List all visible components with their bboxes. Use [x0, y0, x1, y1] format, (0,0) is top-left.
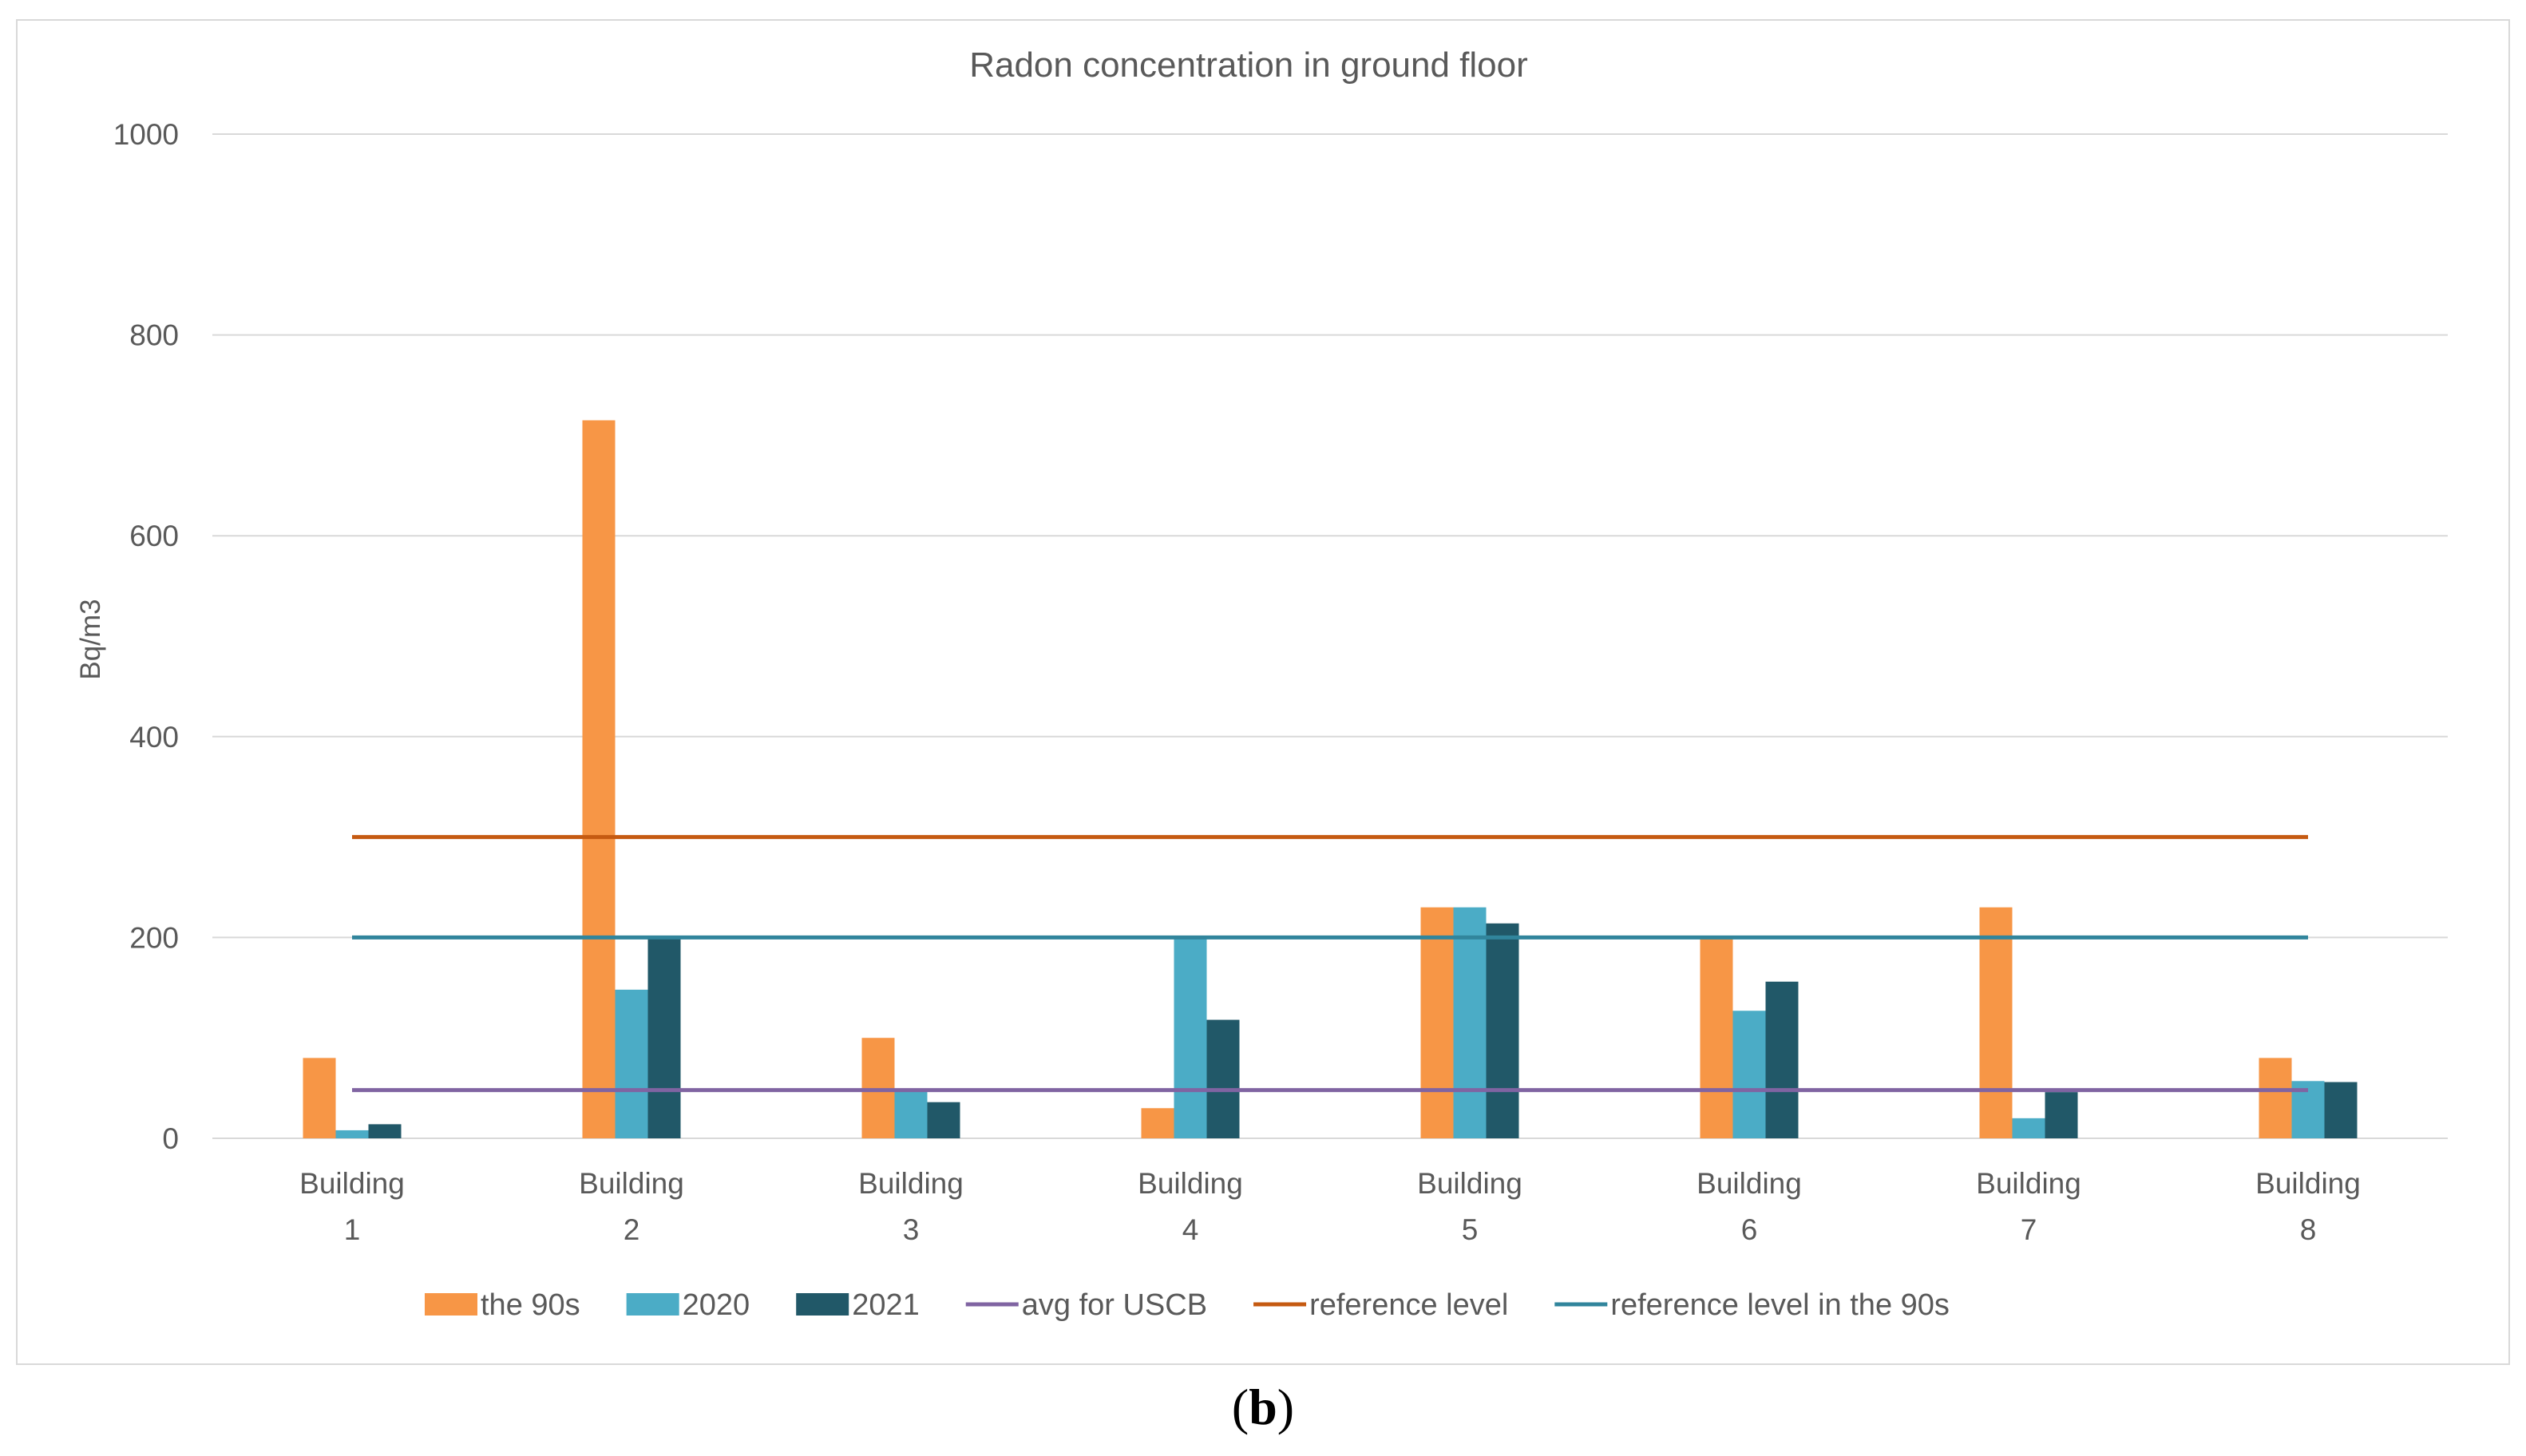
- y-tick-label: 1000: [113, 118, 179, 151]
- bar: [2259, 1058, 2292, 1138]
- bar: [1174, 937, 1207, 1138]
- label-layer: 0 200 400 600 800 1000 Building 1 Building 2 Build…: [113, 118, 2361, 1246]
- x-category-label: Building 7: [1976, 1167, 2081, 1246]
- bar: [861, 1038, 895, 1138]
- figure-caption: (b): [1231, 1379, 1295, 1435]
- x-category-label: Building 3: [858, 1167, 964, 1246]
- bar: [335, 1130, 369, 1138]
- legend-label: reference level in the 90s: [1610, 1288, 1950, 1322]
- legend-label: 2020: [683, 1288, 750, 1322]
- x-category-label: Building 1: [299, 1167, 405, 1246]
- legend-label: avg for USCB: [1022, 1288, 1207, 1322]
- legend-label: 2021: [852, 1288, 920, 1322]
- y-axis-title: Bq/m3: [75, 599, 106, 679]
- legend-swatch: [425, 1293, 477, 1316]
- bar: [2324, 1082, 2358, 1138]
- grid-layer: [212, 133, 2448, 1139]
- bar: [1765, 981, 1799, 1138]
- legend-label: the 90s: [481, 1288, 580, 1322]
- x-category-label: Building 5: [1417, 1167, 1522, 1246]
- x-category-label: Building 6: [1697, 1167, 1802, 1246]
- line-layer: [352, 835, 2308, 1093]
- bar: [368, 1124, 402, 1138]
- x-category-label: Building 8: [2255, 1167, 2361, 1246]
- bar: [1486, 923, 1519, 1138]
- bar: [894, 1090, 928, 1138]
- bar: [1206, 1019, 1240, 1138]
- y-tick-label: 800: [129, 319, 179, 352]
- y-tick-label: 600: [129, 520, 179, 552]
- legend: the 90s 2020 2021 avg for USCB reference lev…: [425, 1288, 1950, 1322]
- y-tick-label: 400: [129, 721, 179, 754]
- bar: [647, 937, 681, 1138]
- bar: [1732, 1011, 1766, 1138]
- legend-swatch: [796, 1293, 849, 1316]
- chart-title: Radon concentration in ground floor: [969, 46, 1528, 85]
- bar: [303, 1058, 336, 1138]
- x-category-label: Building 4: [1138, 1167, 1243, 1246]
- bar: [1420, 907, 1454, 1138]
- bar-layer: [303, 420, 2358, 1138]
- legend-label: reference level: [1309, 1288, 1508, 1322]
- y-tick-label: 0: [162, 1122, 179, 1155]
- bar: [927, 1102, 960, 1138]
- bar: [582, 420, 616, 1138]
- bar: [2012, 1118, 2045, 1138]
- x-category-label: Building 2: [579, 1167, 684, 1246]
- bar: [1979, 907, 2013, 1138]
- bar: [2045, 1092, 2078, 1138]
- chart-frame: Radon concentration in ground floor Bq/m…: [16, 19, 2510, 1365]
- bar: [1700, 937, 1733, 1138]
- bar: [1141, 1108, 1174, 1138]
- legend-swatch: [626, 1293, 679, 1316]
- y-tick-label: 200: [129, 921, 179, 954]
- bar: [1453, 907, 1487, 1138]
- chart-svg: Radon concentration in ground floor Bq/m…: [75, 46, 2448, 1322]
- bar: [615, 989, 648, 1138]
